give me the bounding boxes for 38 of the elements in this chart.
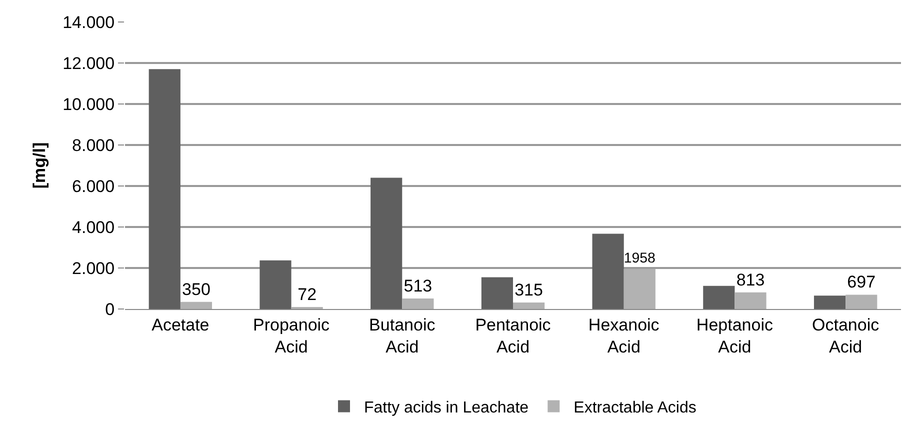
y-tick-label: 2.000 <box>72 258 115 278</box>
x-tick-label: Propanoic Acid <box>253 315 330 356</box>
bar <box>703 286 735 309</box>
y-tick-label: 0 <box>105 300 115 319</box>
data-label: 513 <box>404 276 432 296</box>
bar <box>846 294 878 309</box>
y-tick-label: 8.000 <box>72 136 115 155</box>
bar <box>260 260 292 309</box>
bar <box>481 277 513 309</box>
y-tick-label: 10.000 <box>62 94 115 114</box>
y-tick-label: 4.000 <box>72 218 115 237</box>
y-tick-label: 12.000 <box>62 54 115 73</box>
data-label: 72 <box>298 285 317 304</box>
data-label: 350 <box>182 280 210 299</box>
x-tick-label: Acetate <box>152 315 210 334</box>
y-tick-label: 14.000 <box>62 12 115 32</box>
bar <box>148 69 180 309</box>
bar <box>180 302 212 309</box>
bar <box>734 292 766 309</box>
x-tick-label: Pentanoic Acid <box>475 315 552 356</box>
data-label: 813 <box>736 270 765 290</box>
x-tick-label: Butanoic Acid <box>369 315 436 356</box>
bar <box>624 268 656 309</box>
data-label: 697 <box>847 272 876 292</box>
x-tick-label: Heptanoic Acid <box>696 315 774 356</box>
data-label: 315 <box>514 280 543 300</box>
y-tick-label: 6.000 <box>72 176 115 196</box>
bar <box>592 234 624 309</box>
bar <box>513 302 545 309</box>
legend-label: Fatty acids in Leachate <box>364 400 529 416</box>
bar <box>370 178 402 309</box>
bar <box>814 296 846 309</box>
x-tick-label: Octanoic Acid <box>812 315 880 356</box>
x-tick-label: Hexanoic Acid <box>588 315 660 356</box>
legend-label: Extractable Acids <box>574 400 696 416</box>
data-label: 1958 <box>624 250 656 267</box>
y-axis-title: [mg/l] <box>30 142 50 189</box>
bar <box>402 298 434 309</box>
